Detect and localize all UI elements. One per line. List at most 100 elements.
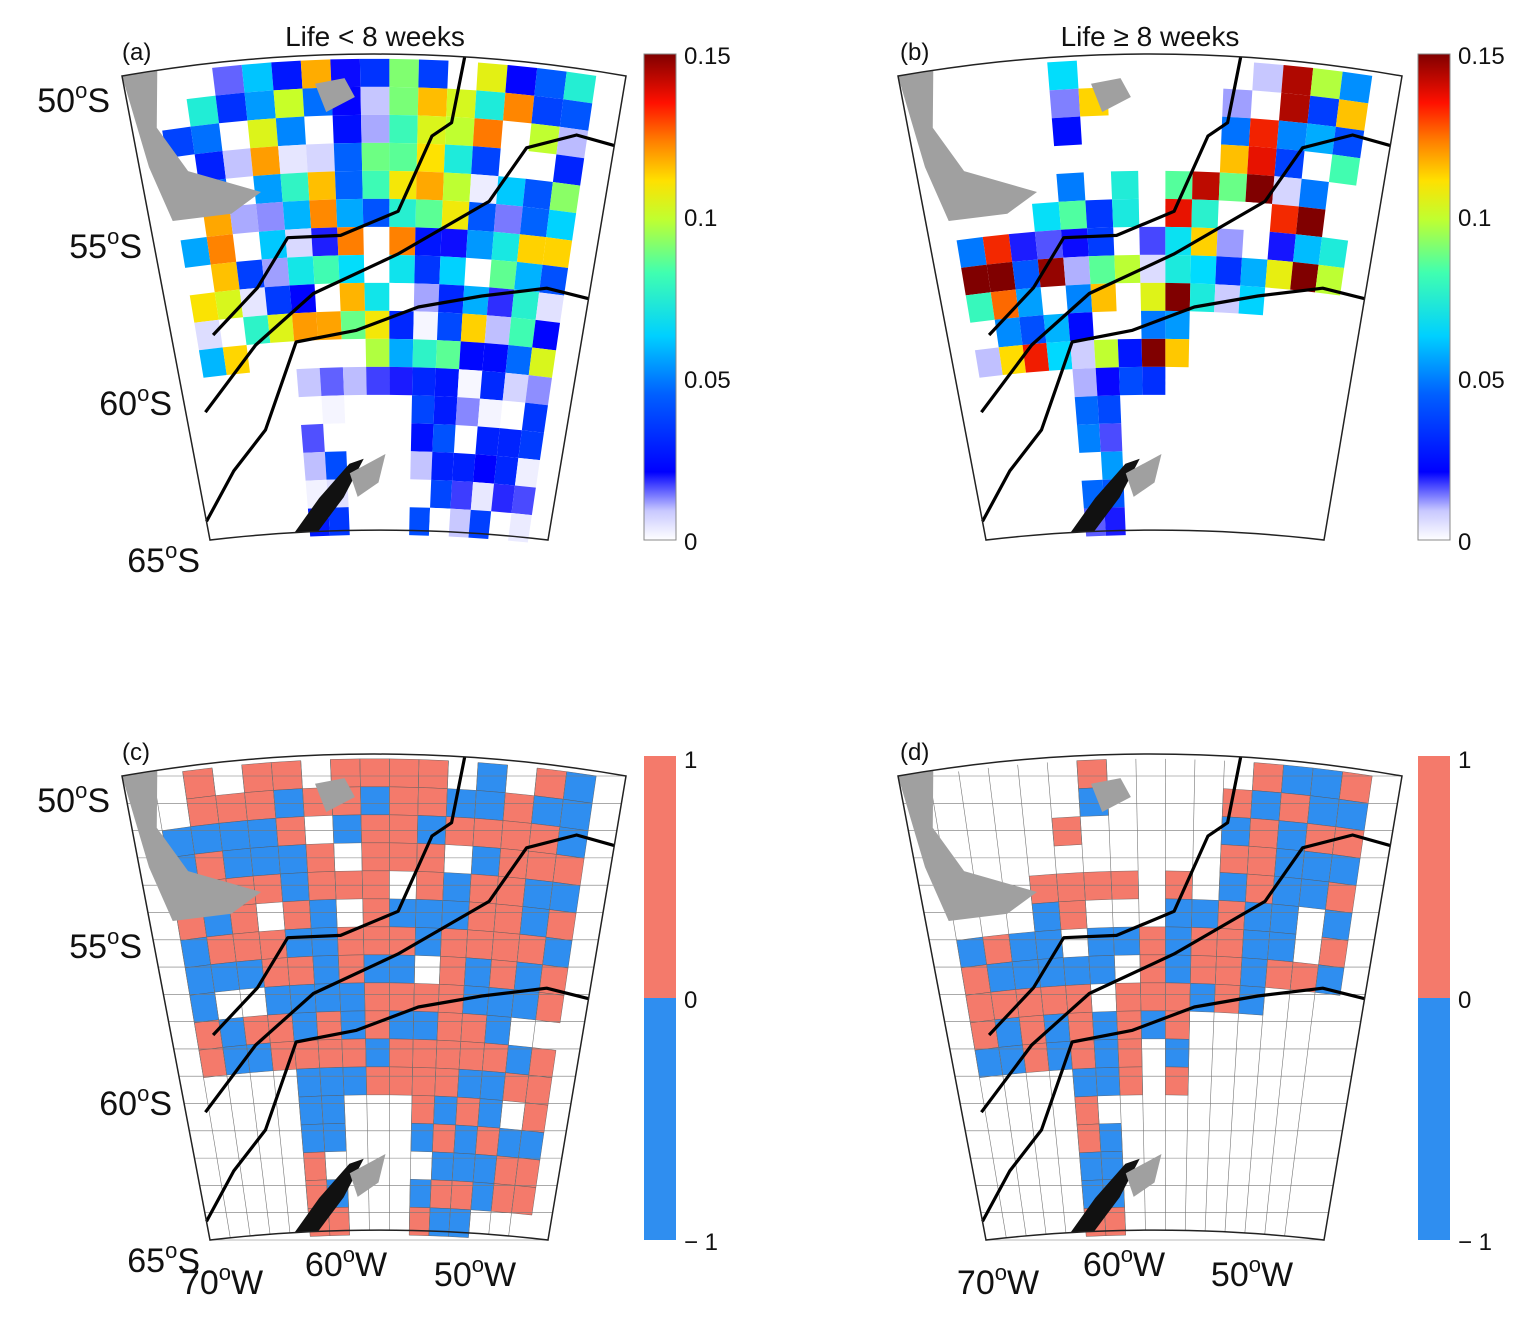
grid-cell <box>1215 256 1242 286</box>
map-b <box>897 53 1403 541</box>
grid-cell <box>552 154 585 186</box>
grid-cell <box>956 936 987 969</box>
grid-cell <box>552 854 585 886</box>
grid-cell <box>469 174 499 204</box>
grid-cell <box>1072 368 1098 398</box>
front-line-2 <box>980 833 1391 1114</box>
colorbar-b-tick-1: 0.05 <box>1458 367 1505 394</box>
grid-cell <box>1093 1039 1120 1069</box>
lon-label-c-70w: 70oW <box>181 1260 263 1302</box>
grid-cell <box>194 150 226 182</box>
grid-cell <box>1219 844 1250 875</box>
graticule-line <box>241 764 291 1233</box>
grid-cell <box>961 264 991 296</box>
grid-cell <box>189 292 219 323</box>
grid-cell <box>319 1067 345 1097</box>
panel-letter-a: (a) <box>122 39 151 66</box>
grid-cell <box>1276 120 1308 152</box>
grid-cell <box>206 933 237 965</box>
grid-cell <box>433 1095 458 1126</box>
grid-cell <box>465 229 494 260</box>
grid-cell <box>1295 206 1326 238</box>
grid-cell <box>194 319 223 351</box>
graticule-line <box>211 767 271 1235</box>
grid-cell <box>275 116 306 147</box>
grid-cell <box>1110 170 1139 200</box>
grid-cell <box>1190 255 1217 285</box>
grid-cell <box>361 114 390 143</box>
map-c <box>121 753 627 1241</box>
grid-cell <box>1140 310 1166 339</box>
grid-cell <box>528 347 557 378</box>
grid-cell <box>1215 956 1243 986</box>
grid-cell <box>1139 226 1166 255</box>
grid-cell <box>1339 71 1373 104</box>
grid-cell <box>477 398 503 429</box>
grid-cell <box>1043 313 1071 343</box>
south-shetland-islands <box>349 1153 386 1197</box>
grid-cell <box>247 118 279 149</box>
grid-cell <box>556 126 589 159</box>
grid-cell <box>1032 201 1061 232</box>
grid-cell <box>1191 899 1219 929</box>
grid-cell <box>1332 826 1365 859</box>
grid-cells-a <box>162 58 597 543</box>
grid-cell <box>389 310 414 340</box>
grid-cell <box>1087 227 1115 257</box>
falkland-islands <box>1091 778 1131 812</box>
grid-cell <box>412 339 437 369</box>
graticule-line <box>270 762 311 1232</box>
grid-cell <box>180 237 211 268</box>
grid-cell <box>342 366 367 396</box>
grid-cell <box>267 313 295 343</box>
graticule-line <box>508 771 568 1236</box>
grid-cell <box>278 144 308 174</box>
front-line-3 <box>205 986 589 1223</box>
grid-cell <box>250 146 281 177</box>
grid-cell <box>243 315 271 345</box>
grid-cell <box>1051 816 1083 847</box>
colorbar-b-ramp <box>1417 53 1451 541</box>
grid-cell <box>519 206 550 238</box>
grid-cell <box>440 228 468 258</box>
grid-cell <box>519 906 550 938</box>
grid-cell <box>482 342 509 373</box>
grid-cell <box>1310 67 1343 100</box>
grid-cell <box>1165 1038 1190 1068</box>
grid-cell <box>415 871 445 901</box>
grid-cell <box>1015 287 1044 318</box>
grid-cell <box>1321 909 1353 941</box>
grid-cell <box>468 509 492 539</box>
south-america-land <box>122 70 262 222</box>
grid-cell <box>303 1151 327 1181</box>
grid-cell <box>1118 1066 1143 1096</box>
grid-cell <box>389 114 418 144</box>
grid-cell <box>453 1124 478 1155</box>
grid-cell <box>389 338 414 368</box>
grid-cell <box>484 315 512 346</box>
grid-cell <box>556 826 589 859</box>
grid-cell <box>300 1123 326 1154</box>
grid-cell <box>236 259 265 290</box>
grid-cell <box>434 368 460 398</box>
grid-cell <box>542 936 573 969</box>
grid-cell <box>189 991 219 1024</box>
grid-cell <box>1222 88 1253 119</box>
grid-cell <box>455 1096 481 1127</box>
grid-cell <box>522 178 553 210</box>
graticule-line <box>1106 759 1126 1231</box>
grid-cell <box>505 64 538 96</box>
grid-cell <box>1083 871 1113 901</box>
grid-cell <box>495 875 526 907</box>
grid-cell <box>359 58 390 87</box>
grid-cell <box>965 991 995 1024</box>
panel-letter-c: (c) <box>122 739 150 766</box>
grid-cell <box>545 909 577 941</box>
grid-cell <box>1307 95 1340 127</box>
grid-cell <box>432 1123 456 1154</box>
grid-cell <box>186 795 220 827</box>
grid-cell <box>1248 818 1280 849</box>
grid-cell <box>1095 367 1121 396</box>
grid-cell <box>1325 881 1357 914</box>
front-line-1 <box>987 756 1243 1037</box>
